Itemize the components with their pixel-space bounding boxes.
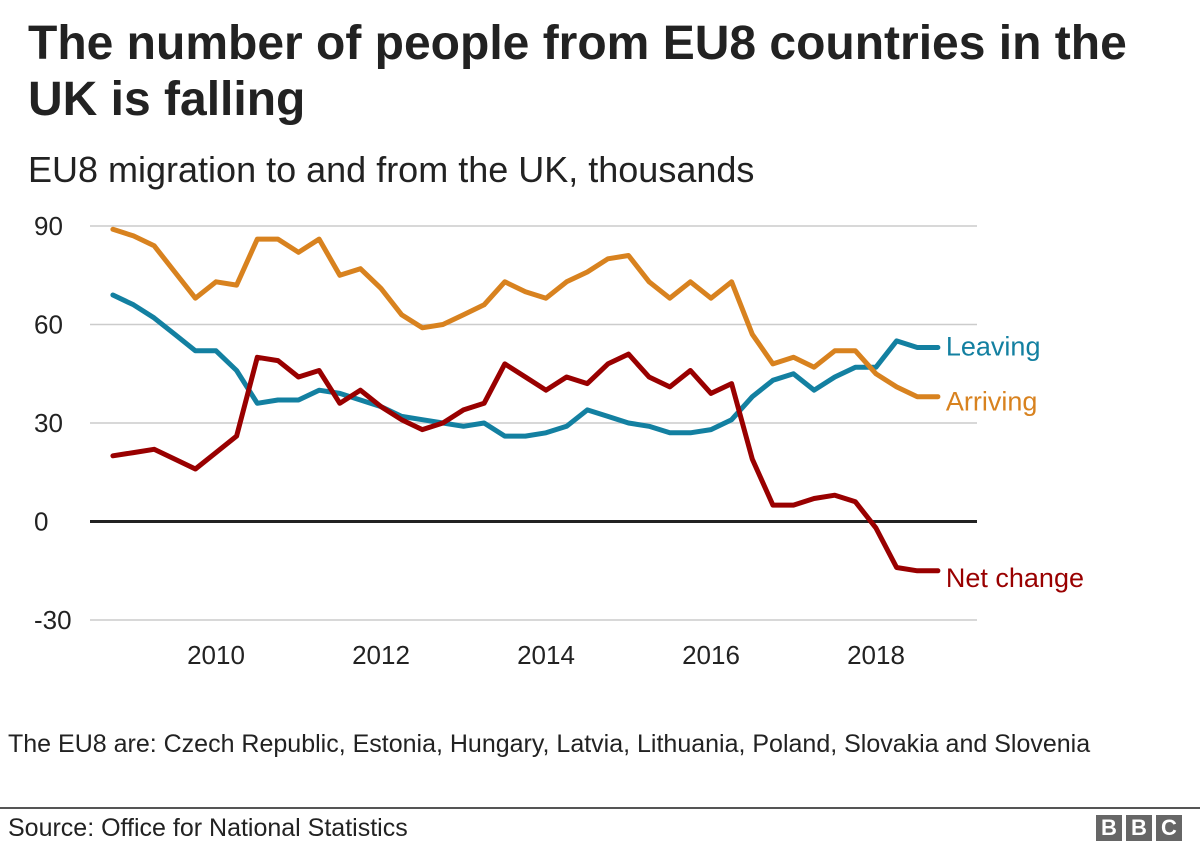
series-label-leaving: Leaving xyxy=(946,331,1041,361)
y-tick-label: 30 xyxy=(34,408,63,438)
series-lines xyxy=(110,226,941,574)
source-text: Source: Office for National Statistics xyxy=(8,814,408,842)
y-tick-label: 60 xyxy=(34,310,63,340)
x-tick-label: 2010 xyxy=(187,640,245,670)
x-tick-label: 2016 xyxy=(682,640,740,670)
series-label-arriving: Arriving xyxy=(946,387,1038,417)
y-tick-label: 90 xyxy=(34,211,63,241)
line-chart: 90 60 30 0 -30 2010 2012 2014 2016 2018 Leaving A… xyxy=(34,211,1084,670)
series-line-arriving xyxy=(110,226,941,400)
footnote: The EU8 are: Czech Republic, Estonia, Hu… xyxy=(8,730,1091,758)
y-tick-label: -30 xyxy=(34,605,72,635)
y-tick-label: 0 xyxy=(34,507,48,537)
x-axis-ticks: 2010 2012 2014 2016 2018 xyxy=(187,640,905,670)
footer-divider xyxy=(0,807,1200,809)
series-line-net-change xyxy=(110,351,941,574)
bbc-logo-block: C xyxy=(1156,815,1182,841)
chart-title: The number of people from EU8 countries … xyxy=(28,17,1127,126)
bbc-logo-block: B xyxy=(1126,815,1152,841)
series-labels: Leaving Arriving Net change xyxy=(946,331,1084,592)
bbc-logo-block: B xyxy=(1096,815,1122,841)
x-tick-label: 2014 xyxy=(517,640,575,670)
series-label-net-change: Net change xyxy=(946,563,1084,593)
chart-subtitle: EU8 migration to and from the UK, thousa… xyxy=(28,149,755,190)
bbc-logo: B B C xyxy=(1096,815,1182,841)
y-axis-ticks: 90 60 30 0 -30 xyxy=(34,211,72,635)
x-tick-label: 2018 xyxy=(847,640,905,670)
x-tick-label: 2012 xyxy=(352,640,410,670)
